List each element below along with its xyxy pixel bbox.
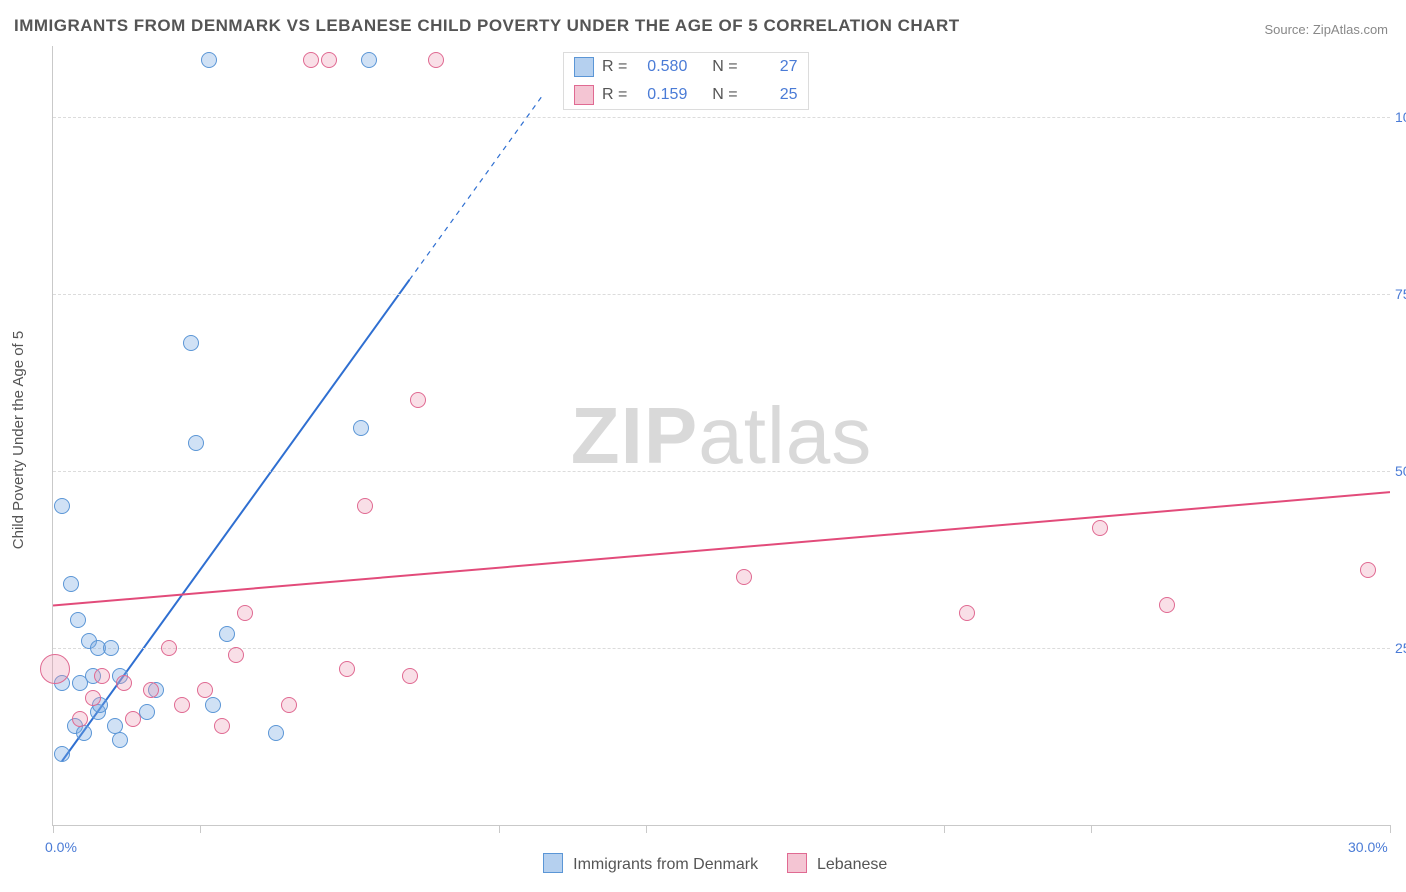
data-point (125, 711, 141, 727)
data-point (116, 675, 132, 691)
watermark-rest: atlas (698, 391, 872, 480)
chart-title: IMMIGRANTS FROM DENMARK VS LEBANESE CHIL… (14, 16, 960, 36)
legend-swatch-blue (543, 853, 563, 873)
data-point (161, 640, 177, 656)
data-point (174, 697, 190, 713)
data-point (339, 661, 355, 677)
data-point (197, 682, 213, 698)
legend-swatch-blue (574, 57, 594, 77)
data-point (959, 605, 975, 621)
gridline (53, 294, 1390, 295)
legend-swatch-pink (574, 85, 594, 105)
data-point (63, 576, 79, 592)
data-point (219, 626, 235, 642)
data-point (205, 697, 221, 713)
data-point (281, 697, 297, 713)
y-tick-label: 75.0% (1395, 286, 1406, 302)
data-point (214, 718, 230, 734)
gridline (53, 471, 1390, 472)
data-point (361, 52, 377, 68)
x-tick (499, 825, 500, 833)
data-point (353, 420, 369, 436)
data-point (228, 647, 244, 663)
x-tick (944, 825, 945, 833)
correlation-legend: R = 0.580 N = 27 R = 0.159 N = 25 (563, 52, 809, 110)
data-point (54, 498, 70, 514)
gridline (53, 117, 1390, 118)
data-point (54, 746, 70, 762)
data-point (303, 52, 319, 68)
y-tick-label: 100.0% (1395, 109, 1406, 125)
data-point (40, 654, 70, 684)
x-tick (1390, 825, 1391, 833)
data-point (410, 392, 426, 408)
y-axis-label: Child Poverty Under the Age of 5 (10, 331, 27, 549)
x-tick (200, 825, 201, 833)
legend-label: Lebanese (817, 856, 887, 873)
legend-label: Immigrants from Denmark (573, 856, 758, 873)
data-point (112, 732, 128, 748)
data-point (143, 682, 159, 698)
source-label: Source: ZipAtlas.com (1264, 22, 1388, 37)
data-point (1092, 520, 1108, 536)
n-label: N = (712, 58, 737, 76)
data-point (183, 335, 199, 351)
trendline (62, 280, 410, 762)
data-point (357, 498, 373, 514)
data-point (72, 711, 88, 727)
legend-row: R = 0.580 N = 27 (564, 53, 808, 81)
watermark-bold: ZIP (571, 391, 698, 480)
data-point (428, 52, 444, 68)
gridline (53, 648, 1390, 649)
series-legend: Immigrants from Denmark Lebanese (0, 853, 1406, 874)
legend-row: R = 0.159 N = 25 (564, 81, 808, 109)
data-point (736, 569, 752, 585)
x-tick (1091, 825, 1092, 833)
data-point (85, 690, 101, 706)
data-point (1360, 562, 1376, 578)
data-point (94, 668, 110, 684)
data-point (321, 52, 337, 68)
y-tick-label: 25.0% (1395, 640, 1406, 656)
trendline (53, 492, 1390, 605)
x-tick (646, 825, 647, 833)
data-point (76, 725, 92, 741)
x-tick (53, 825, 54, 833)
data-point (188, 435, 204, 451)
r-value: 0.580 (635, 58, 687, 76)
n-label: N = (712, 86, 737, 104)
watermark: ZIPatlas (571, 390, 872, 482)
n-value: 25 (746, 86, 798, 104)
trendline-extension (410, 94, 544, 279)
r-label: R = (602, 86, 627, 104)
data-point (201, 52, 217, 68)
data-point (103, 640, 119, 656)
r-value: 0.159 (635, 86, 687, 104)
data-point (268, 725, 284, 741)
data-point (70, 612, 86, 628)
trendlines-layer (53, 46, 1390, 825)
data-point (237, 605, 253, 621)
data-point (402, 668, 418, 684)
legend-swatch-pink (787, 853, 807, 873)
y-tick-label: 50.0% (1395, 463, 1406, 479)
scatter-plot-area: ZIPatlas R = 0.580 N = 27 R = 0.159 N = … (52, 46, 1390, 826)
n-value: 27 (746, 58, 798, 76)
data-point (1159, 597, 1175, 613)
r-label: R = (602, 58, 627, 76)
